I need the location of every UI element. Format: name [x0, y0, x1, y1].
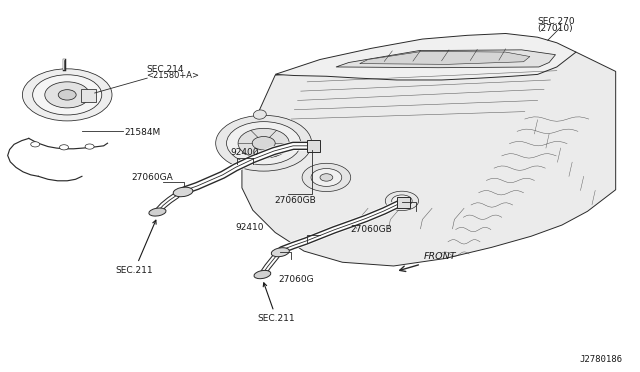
Circle shape: [385, 191, 419, 211]
Text: SEC.214: SEC.214: [146, 65, 184, 74]
Text: 27060GB: 27060GB: [274, 196, 316, 205]
Bar: [81, 89, 96, 102]
Ellipse shape: [271, 248, 289, 257]
Circle shape: [45, 82, 90, 108]
Text: 27060GB: 27060GB: [351, 225, 392, 234]
Text: (27010): (27010): [538, 24, 573, 33]
Ellipse shape: [149, 208, 166, 216]
Circle shape: [22, 69, 112, 121]
Text: 27060GA: 27060GA: [131, 173, 173, 182]
Ellipse shape: [254, 270, 271, 279]
Circle shape: [252, 137, 275, 150]
Polygon shape: [360, 51, 530, 64]
Polygon shape: [275, 33, 576, 80]
Circle shape: [238, 128, 289, 158]
Text: 92410: 92410: [236, 224, 264, 232]
Circle shape: [216, 115, 312, 171]
Polygon shape: [336, 50, 556, 68]
Text: <21580+A>: <21580+A>: [146, 71, 199, 80]
Circle shape: [320, 174, 333, 181]
Circle shape: [302, 163, 351, 192]
Text: 92400: 92400: [230, 148, 259, 157]
Ellipse shape: [173, 187, 193, 197]
Circle shape: [58, 90, 76, 100]
Text: 27060G: 27060G: [278, 275, 314, 284]
Text: J2780186: J2780186: [579, 355, 622, 364]
Circle shape: [311, 169, 342, 186]
Text: SEC.270: SEC.270: [538, 17, 575, 26]
Bar: [397, 197, 410, 208]
Circle shape: [31, 142, 40, 147]
Text: SEC.211: SEC.211: [258, 283, 295, 323]
Text: SEC.211: SEC.211: [116, 220, 156, 275]
Text: 21584M: 21584M: [124, 128, 161, 137]
Polygon shape: [242, 52, 616, 266]
Circle shape: [33, 75, 102, 115]
Circle shape: [392, 195, 412, 207]
Circle shape: [85, 144, 94, 149]
Circle shape: [227, 122, 301, 165]
Bar: [307, 140, 320, 152]
Circle shape: [60, 145, 68, 150]
Text: FRONT: FRONT: [424, 252, 456, 261]
Ellipse shape: [253, 110, 266, 119]
